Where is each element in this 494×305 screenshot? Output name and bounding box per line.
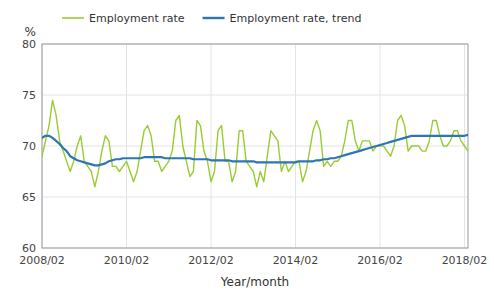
x-tick-label: 2008/02 [19, 254, 65, 267]
x-tick-label: 2016/02 [357, 254, 403, 267]
x-axis-label: Year/month [220, 275, 289, 289]
x-tick-label: 2012/02 [188, 254, 234, 267]
y-axis-label: % [25, 25, 36, 39]
chart: 60657075802008/022010/022012/022014/0220… [0, 0, 494, 305]
legend-swatch [203, 17, 225, 19]
x-tick-label: 2010/02 [104, 254, 150, 267]
plot-frame [42, 44, 468, 248]
y-grid-line [42, 197, 468, 198]
y-tick-label: 65 [22, 191, 36, 204]
y-tick-label: 80 [22, 38, 36, 51]
y-grid-line [42, 146, 468, 147]
series-line [42, 100, 468, 187]
x-grid-line [210, 44, 211, 248]
legend-swatch [62, 17, 84, 19]
plot-area [42, 100, 468, 187]
x-grid-line [295, 44, 296, 248]
y-grid-line [42, 95, 468, 96]
legend-label: Employment rate [89, 12, 185, 25]
x-tick-label: 2014/02 [273, 254, 319, 267]
grid [42, 44, 468, 248]
legend-label: Employment rate, trend [230, 12, 362, 25]
x-tick-label: 2018/02 [442, 254, 488, 267]
y-tick-label: 70 [22, 140, 36, 153]
axes: 60657075802008/022010/022012/022014/0220… [19, 38, 487, 267]
series-line [42, 135, 468, 166]
y-tick-label: 75 [22, 89, 36, 102]
x-grid-line [126, 44, 127, 248]
legend: Employment rate Employment rate, trend [62, 12, 361, 25]
